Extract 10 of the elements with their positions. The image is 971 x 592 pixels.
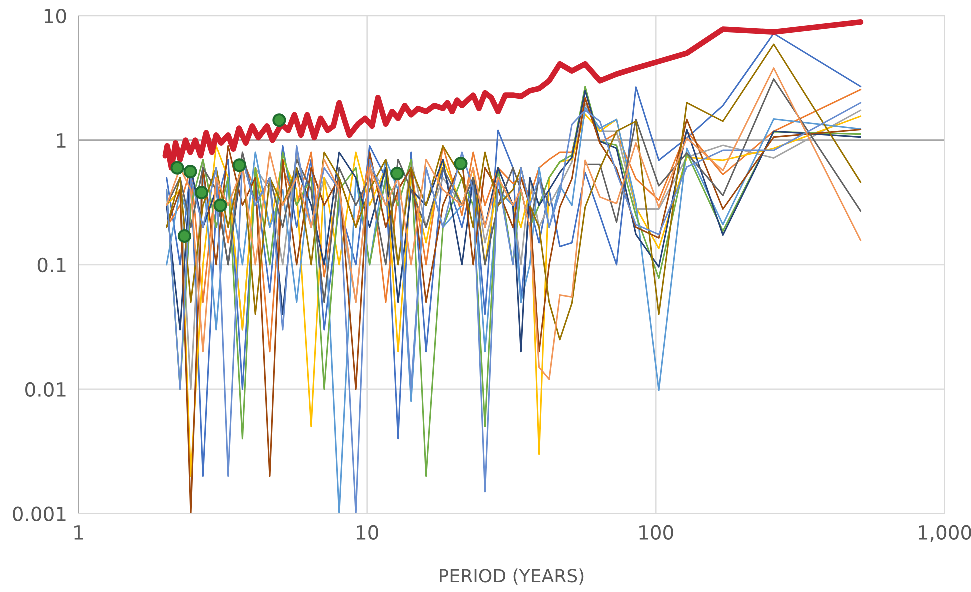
x-tick-label: 1,000 [919,525,971,542]
x-axis-title: PERIOD (YEARS) [440,568,584,585]
y-tick-label: 0.01 [26,382,66,398]
x-tick-label: 10 [357,525,378,540]
y-tick-label: 0.1 [38,258,66,273]
x-tick-label: 1 [74,526,84,540]
y-tick-label: 1 [57,134,66,148]
x-tick-label: 100 [640,525,674,540]
y-tick-label: 0.001 [13,506,66,522]
y-tick-label: 10 [44,8,66,24]
